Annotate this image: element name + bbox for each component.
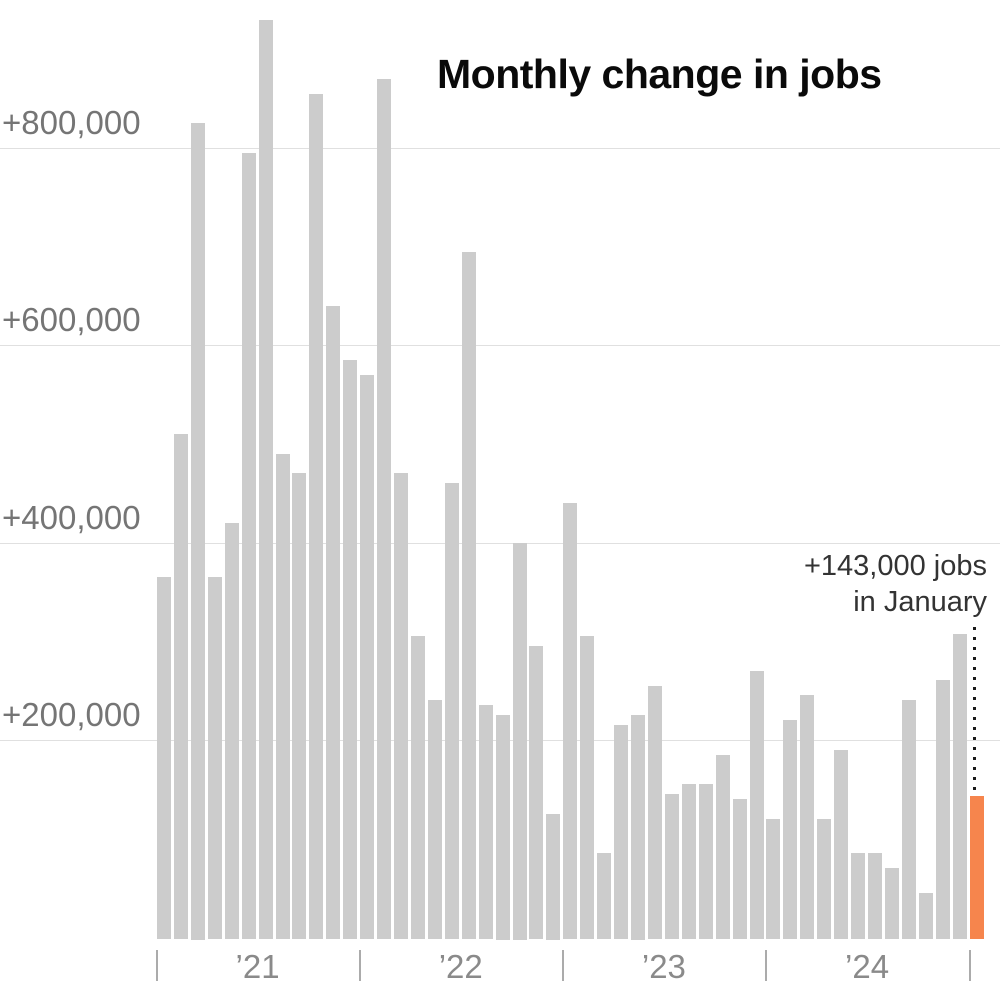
bar [377,78,392,940]
bar [444,483,459,940]
bar-highlight-jan-2025 [969,795,984,940]
bar [664,793,679,940]
bar [952,634,967,940]
bar [275,453,290,940]
bar [749,670,764,940]
chart-title: Monthly change in jobs [437,51,882,97]
x-axis-tick [359,950,362,981]
x-axis-tick [562,950,565,981]
bar [698,784,713,940]
bar [580,636,595,940]
bar [918,892,933,940]
bar [309,93,324,940]
x-axis-tick [968,950,971,981]
bar [901,700,916,940]
bar [343,360,358,940]
gridline-800000 [0,148,1000,149]
annotation-line-1: +143,000 jobs [803,550,987,582]
highlight-annotation: +143,000 jobs in January [804,548,987,620]
x-axis-tick [765,950,768,981]
bar [817,818,832,940]
bar [647,685,662,940]
year-label-24: ’24 [845,948,890,985]
bar [715,754,730,940]
bar [360,374,375,940]
bar [461,251,476,940]
annotation-line-2: in January [853,586,987,618]
y-axis-label: +600,000 [2,301,141,339]
bar [427,700,442,940]
bar [529,646,544,940]
bar [834,749,849,940]
y-axis-label: +800,000 [2,104,141,141]
year-label-22: ’22 [438,948,483,985]
dotted-connector-line [973,627,976,793]
year-label-23: ’23 [641,948,686,985]
bar [292,473,307,940]
bar [157,577,171,940]
bar [512,542,527,940]
bar [173,434,188,940]
bar [258,19,273,940]
bar [732,798,747,940]
bar [800,695,815,940]
bar [394,473,409,940]
y-axis-label: +400,000 [2,498,141,536]
bar [935,679,950,940]
y-axis-label: +200,000 [2,695,141,733]
bar [597,853,612,940]
bar [546,813,561,940]
bar [410,636,425,940]
bar [478,705,493,940]
bar [224,522,239,940]
bar [326,305,341,940]
bar [868,853,883,940]
bar [851,853,866,940]
bar [207,577,222,940]
bar [681,784,696,940]
bar [766,818,781,940]
x-axis-tick [156,950,158,981]
year-label-21: ’21 [235,948,280,985]
bar [563,503,578,940]
bar [783,720,798,940]
gridline-600000 [0,345,1000,347]
bar [190,123,205,940]
bar [614,724,629,940]
bar [495,715,510,940]
bar [884,867,899,940]
gridline-400000 [0,542,1000,544]
bar [241,152,256,940]
bar [631,715,646,940]
